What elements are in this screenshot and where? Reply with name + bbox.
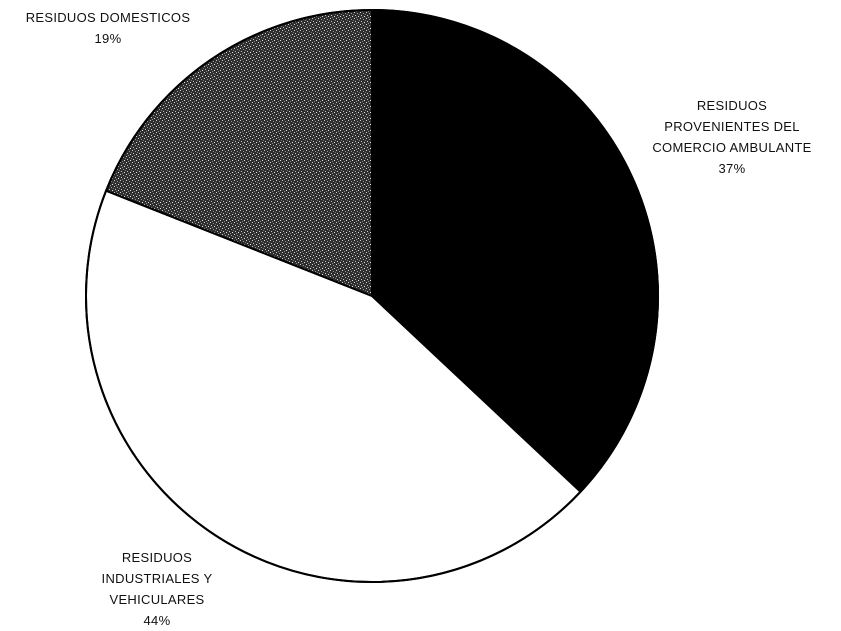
pie-data-label-1-line-2: PROVENIENTES DEL	[664, 119, 800, 134]
pie-data-label-2-line-2: INDUSTRIALES Y	[102, 571, 213, 586]
pie-data-label-2-line-4: 44%	[144, 613, 171, 628]
pie-data-label-1: RESIDUOS PROVENIENTES DEL COMERCIO AMBULAN…	[652, 98, 811, 176]
pie-slices	[85, 9, 659, 584]
pie-labels: RESIDUOS PROVENIENTES DEL COMERCIO AMBULAN…	[26, 10, 812, 628]
pie-outline	[85, 9, 659, 583]
pie-data-label-3-line-1: RESIDUOS DOMESTICOS	[26, 10, 191, 25]
pie-data-label-3: RESIDUOS DOMESTICOS 19%	[26, 10, 191, 46]
pie-data-label-3-line-2: 19%	[95, 31, 122, 46]
pie-data-label-2-line-3: VEHICULARES	[109, 592, 204, 607]
pie-data-label-1-line-1: RESIDUOS	[697, 98, 767, 113]
pie-data-label-1-line-4: 37%	[719, 161, 746, 176]
pie-data-label-1-line-3: COMERCIO AMBULANTE	[652, 140, 811, 155]
pie-data-label-2-line-1: RESIDUOS	[122, 550, 192, 565]
pie-data-label-2: RESIDUOS INDUSTRIALES Y VEHICULARES 44%	[102, 550, 213, 628]
